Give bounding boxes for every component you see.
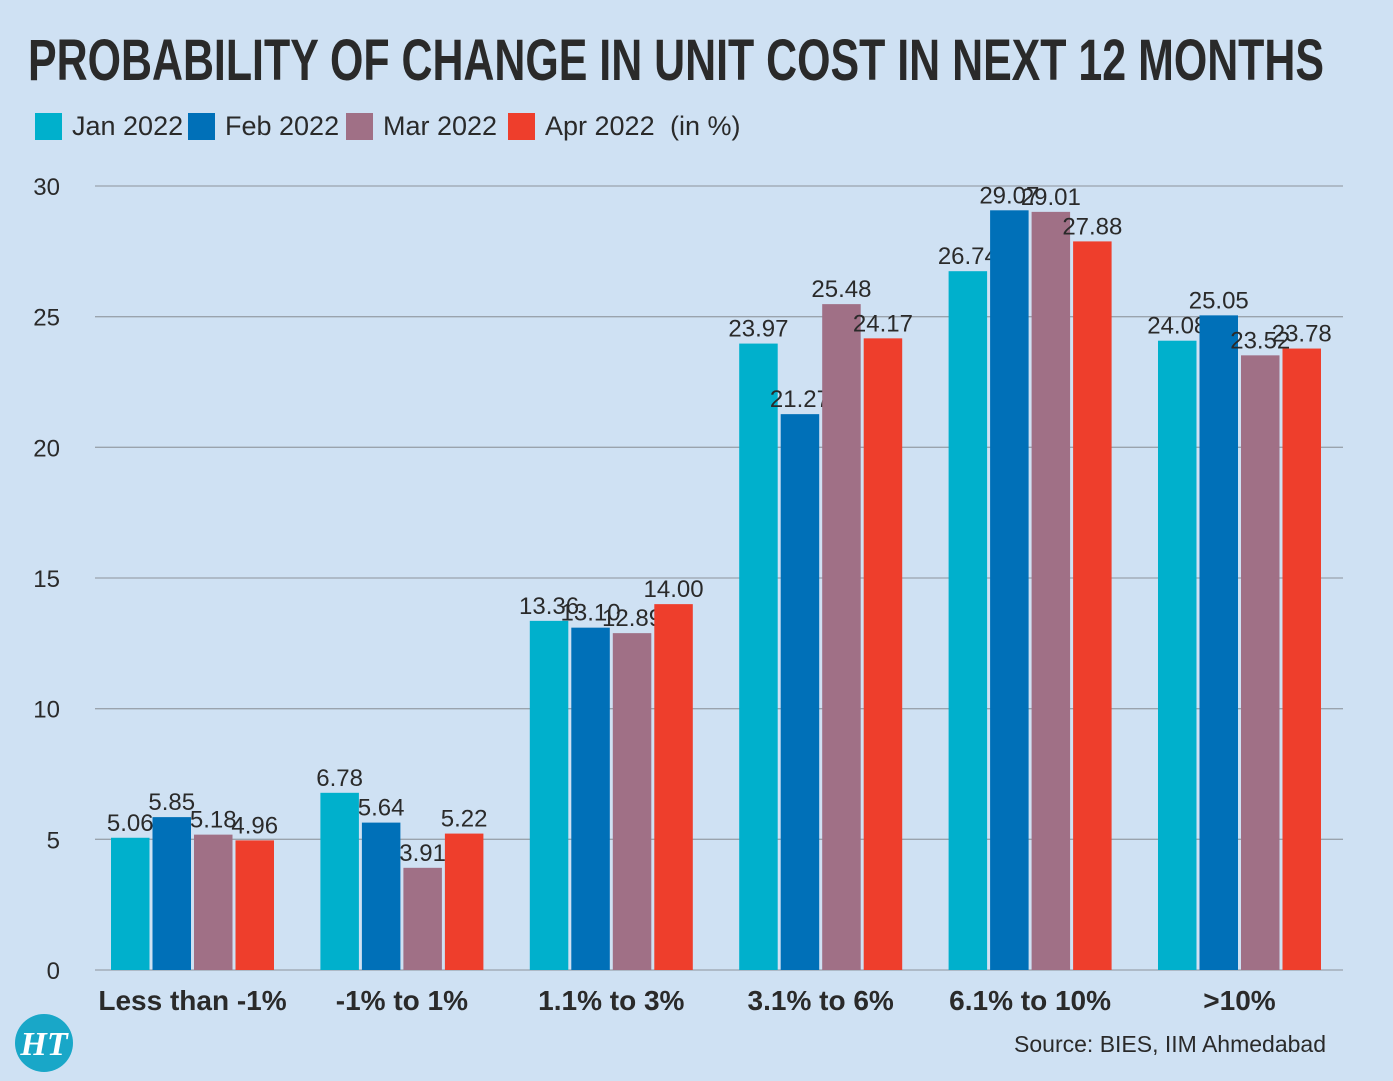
bar (111, 837, 150, 970)
data-label: 23.78 (1272, 321, 1332, 348)
legend-swatch (508, 113, 535, 140)
data-label: 5.06 (107, 810, 154, 837)
bar (990, 210, 1029, 970)
data-label: 5.22 (441, 806, 488, 833)
chart-title: PROBABILITY OF CHANGE IN UNIT COST IN NE… (28, 28, 1324, 93)
y-tick-label: 0 (47, 958, 60, 985)
bar (571, 627, 610, 970)
legend-swatch (188, 113, 215, 140)
data-label: 12.89 (602, 605, 662, 632)
legend: Jan 2022 Feb 2022 Mar 2022 Apr 2022 (in %) (35, 111, 741, 141)
data-label: 13.10 (561, 600, 621, 627)
bar (948, 271, 988, 970)
category-label: 1.1% to 3% (538, 985, 684, 1016)
bar (529, 620, 569, 970)
y-tick-label: 15 (33, 566, 60, 593)
y-tick-label: 5 (47, 827, 60, 854)
bar (320, 792, 359, 970)
data-label: 4.96 (231, 812, 278, 839)
bar (1158, 340, 1197, 970)
category-label: 6.1% to 10% (949, 985, 1111, 1016)
y-tick-label: 20 (33, 435, 60, 462)
bar (403, 867, 442, 970)
category-label: -1% to 1% (336, 985, 468, 1016)
gridlines: 0 5 10 15 20 25 30 (33, 174, 1343, 985)
bar (235, 840, 274, 970)
category-label: >10% (1203, 985, 1275, 1016)
bar (361, 822, 401, 970)
legend-label: Apr 2022 (545, 111, 655, 141)
y-tick-label: 10 (33, 697, 60, 724)
data-label: 27.88 (1062, 213, 1122, 240)
data-label: 26.74 (938, 243, 998, 270)
bar (152, 817, 191, 970)
y-tick-label: 25 (33, 305, 60, 332)
source-note: Source: BIES, IIM Ahmedabad (1014, 1031, 1326, 1057)
bar (863, 338, 903, 971)
category-labels: Less than -1% -1% to 1% 1.1% to 3% 3.1% to … (98, 985, 1275, 1016)
data-label: 25.05 (1189, 287, 1249, 314)
data-label: 13.36 (519, 593, 579, 620)
bar (739, 343, 778, 971)
legend-label: Mar 2022 (383, 111, 497, 141)
bar (194, 834, 233, 970)
data-label: 23.52 (1230, 327, 1290, 354)
data-label: 5.64 (358, 795, 405, 822)
bar (1282, 348, 1321, 971)
y-tick-label: 30 (33, 174, 60, 201)
data-label: 24.17 (853, 310, 913, 337)
bar (1241, 355, 1280, 970)
category-label: Less than -1% (98, 985, 286, 1016)
legend-label: Feb 2022 (225, 111, 339, 141)
data-label: 24.08 (1147, 313, 1207, 340)
bars: 5.065.855.184.96 6.78 5.64 3.91 5.22 13.3613.… (107, 182, 1332, 971)
data-label: 5.85 (148, 789, 195, 816)
bar (1031, 211, 1071, 970)
bar (822, 304, 861, 970)
ht-logo: HT (15, 1014, 73, 1072)
bar (780, 414, 820, 970)
category-label: 3.1% to 6% (748, 985, 894, 1016)
legend-swatch (35, 113, 62, 140)
data-label: 3.91 (399, 840, 446, 867)
data-label: 29.01 (1021, 184, 1081, 211)
data-label: 21.27 (770, 386, 830, 413)
bar (654, 604, 693, 970)
data-label: 5.18 (190, 807, 237, 834)
data-label: 29.07 (979, 182, 1039, 209)
data-label: 23.97 (728, 316, 788, 343)
legend-swatch (346, 113, 373, 140)
data-label: 25.48 (811, 276, 871, 303)
data-label: 14.00 (644, 576, 704, 603)
legend-label: Jan 2022 (72, 111, 183, 141)
svg-text:HT: HT (19, 1026, 68, 1063)
bar (612, 633, 652, 970)
bar (1073, 241, 1112, 971)
unit-note: (in %) (670, 111, 741, 141)
bar (444, 833, 484, 970)
bar (1199, 315, 1238, 970)
data-label: 6.78 (316, 765, 363, 792)
